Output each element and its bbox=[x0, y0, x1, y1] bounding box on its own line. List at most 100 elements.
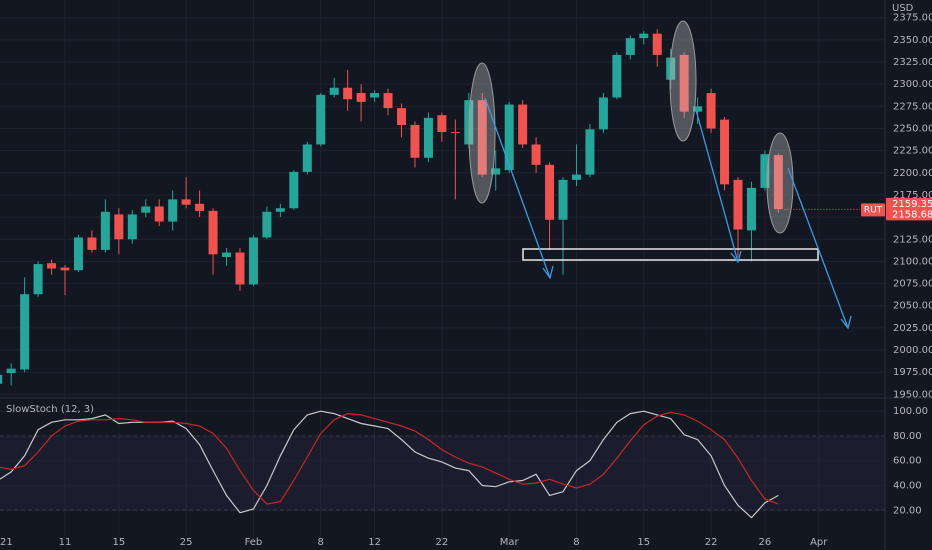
candle-body bbox=[450, 132, 460, 134]
y-tick-label: 2225.000 bbox=[893, 146, 932, 157]
price-label: 2159.350 bbox=[892, 199, 932, 210]
candle-body bbox=[235, 252, 245, 285]
candle-body bbox=[746, 187, 756, 231]
highlight-ellipse bbox=[669, 20, 697, 142]
x-tick-label: 26 bbox=[759, 537, 772, 548]
candle-body bbox=[370, 93, 380, 98]
price-label-box bbox=[886, 208, 932, 221]
candle-body bbox=[168, 199, 178, 222]
candle-body bbox=[248, 237, 258, 285]
y-tick-label: 2350.000 bbox=[893, 35, 932, 46]
y-tick-label: 1975.000 bbox=[893, 367, 932, 378]
candle-body bbox=[222, 252, 232, 257]
candle-body bbox=[262, 211, 272, 238]
x-tick-label: 8 bbox=[318, 537, 324, 548]
candle-body bbox=[397, 108, 406, 125]
x-tick-label: 8 bbox=[573, 537, 579, 548]
candle-body bbox=[289, 171, 299, 209]
y-tick-label: 40.00 bbox=[893, 480, 922, 491]
arrow bbox=[695, 109, 742, 264]
candle-body bbox=[114, 214, 124, 240]
x-tick-label: Mar bbox=[500, 537, 520, 548]
candle-body bbox=[639, 33, 649, 39]
y-tick-label: 2100.000 bbox=[893, 256, 932, 267]
candle-body bbox=[329, 87, 339, 95]
candle-body bbox=[275, 208, 285, 212]
candle-body bbox=[0, 374, 3, 384]
candle-body bbox=[760, 154, 770, 188]
y-tick-label: 2050.000 bbox=[893, 301, 932, 312]
highlight-ellipse bbox=[468, 62, 496, 204]
y-tick-label: 20.00 bbox=[893, 505, 922, 516]
annotations bbox=[468, 20, 852, 330]
symbol-box bbox=[861, 203, 885, 217]
candle-body bbox=[6, 368, 16, 374]
candle-body bbox=[733, 179, 743, 230]
currency: USD bbox=[892, 3, 914, 14]
candle-body bbox=[154, 206, 164, 222]
candle-body bbox=[693, 106, 703, 112]
arrow bbox=[787, 167, 852, 330]
price-label-box bbox=[886, 197, 932, 210]
candle-body bbox=[195, 203, 205, 211]
candle-body bbox=[598, 97, 608, 130]
candle-body bbox=[181, 199, 191, 205]
y-tick-label: 2250.000 bbox=[893, 123, 932, 134]
candle-body bbox=[706, 93, 716, 129]
x-tick-label: 25 bbox=[180, 537, 193, 548]
candle-body bbox=[477, 100, 487, 175]
y-tick-label: 60.00 bbox=[893, 456, 922, 467]
arrow bbox=[484, 97, 554, 280]
y-tick-label: 1950.000 bbox=[893, 389, 932, 400]
candle-body bbox=[773, 155, 783, 210]
x-tick-label: 15 bbox=[637, 537, 650, 548]
band-fill bbox=[0, 435, 885, 511]
price-label: 2158.682 bbox=[892, 209, 932, 220]
candle-body bbox=[33, 264, 43, 295]
candle-body bbox=[383, 93, 393, 109]
candle-body bbox=[571, 174, 581, 180]
candle-body bbox=[60, 267, 70, 271]
candle-body bbox=[316, 94, 326, 145]
candle-body bbox=[208, 210, 218, 255]
candle-body bbox=[87, 237, 97, 250]
x-tick-label: 11 bbox=[59, 537, 72, 548]
y-tick-label: 2325.000 bbox=[893, 57, 932, 68]
y-tick-label: 2000.000 bbox=[893, 345, 932, 356]
candle-body bbox=[518, 104, 528, 145]
candle-body bbox=[558, 179, 568, 220]
candle-body bbox=[612, 54, 622, 98]
stoch-line bbox=[0, 411, 779, 505]
support-box bbox=[522, 248, 819, 261]
y-tick-label: 2175.000 bbox=[893, 190, 932, 201]
y-tick-label: 2025.000 bbox=[893, 323, 932, 334]
x-tick-label: 22 bbox=[436, 537, 449, 548]
highlight-ellipse bbox=[766, 132, 794, 234]
candle-body bbox=[410, 124, 420, 158]
candle-body bbox=[73, 237, 83, 271]
candle-body bbox=[720, 119, 730, 185]
candle-body bbox=[100, 211, 110, 250]
candle-body bbox=[127, 214, 137, 240]
candle-body bbox=[423, 117, 433, 158]
x-tick-label: 22 bbox=[705, 537, 718, 548]
y-tick-label: 2075.000 bbox=[893, 279, 932, 290]
candle-body bbox=[625, 38, 635, 55]
x-tick-label: 12 bbox=[368, 537, 381, 548]
symbol-label: RUT bbox=[864, 205, 883, 215]
stoch-line bbox=[0, 410, 779, 519]
y-tick-label: 80.00 bbox=[893, 431, 922, 442]
x-tick-label: Feb bbox=[245, 537, 263, 548]
candle-body bbox=[679, 54, 689, 112]
candle-body bbox=[141, 206, 151, 213]
candle-body bbox=[437, 115, 447, 133]
labels: 21 11 15 25 Feb 8 12 22 Mar 8 15 22 26 Apr 1950.000 197… bbox=[0, 13, 932, 548]
candle-body bbox=[545, 164, 555, 220]
candle-body bbox=[47, 263, 57, 269]
y-tick-label: 2375.000 bbox=[893, 13, 932, 24]
candle-body bbox=[302, 144, 312, 172]
candle-body bbox=[585, 129, 595, 175]
candle-body bbox=[531, 144, 541, 165]
